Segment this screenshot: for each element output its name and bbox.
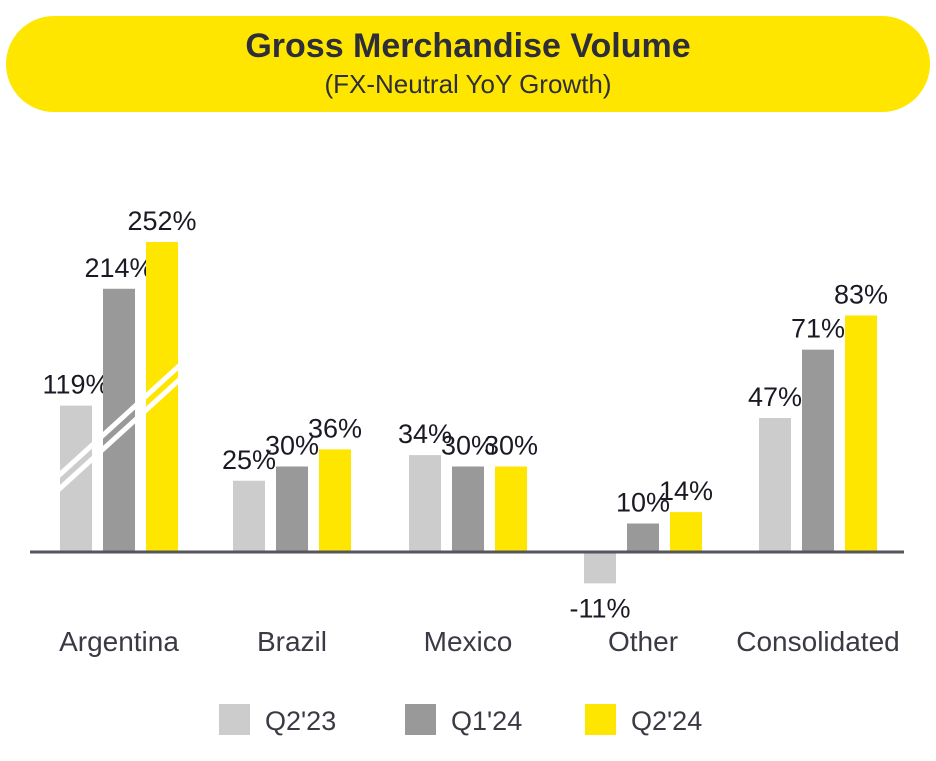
- data-label-brazil-q2-24: 36%: [308, 413, 362, 443]
- data-label-consolidated-q2-24: 83%: [834, 279, 888, 309]
- bar-other-q2-24: [670, 512, 702, 552]
- data-label-other-q2-23: -11%: [569, 593, 630, 623]
- bar-consolidated-q2-24: [845, 315, 877, 552]
- legend-swatch-q2-23: [219, 704, 250, 735]
- data-label-other-q1-24: 10%: [616, 488, 670, 518]
- data-label-mexico-q2-23: 34%: [398, 419, 452, 449]
- category-label-consolidated: Consolidated: [736, 626, 899, 657]
- legend-label-q2-24: Q2'24: [631, 706, 702, 736]
- bar-mexico-q2-24: [495, 466, 527, 552]
- bar-brazil-q1-24: [276, 466, 308, 552]
- data-label-mexico-q1-24: 30%: [441, 431, 495, 461]
- bar-mexico-q2-23: [409, 455, 441, 552]
- bar-argentina-q2-23: [60, 405, 92, 552]
- data-label-brazil-q1-24: 30%: [265, 431, 319, 461]
- category-label-argentina: Argentina: [59, 626, 179, 657]
- bar-brazil-q2-23: [233, 480, 265, 552]
- data-label-argentina-q2-23: 119%: [42, 370, 109, 400]
- data-label-consolidated-q1-24: 71%: [791, 314, 845, 344]
- bar-consolidated-q1-24: [802, 349, 834, 552]
- legend-swatch-q2-24: [585, 704, 616, 735]
- bar-consolidated-q2-23: [759, 418, 791, 552]
- data-label-argentina-q1-24: 214%: [84, 253, 153, 283]
- axis-break-marks: [54, 354, 192, 494]
- chart-title: Gross Merchandise Volume: [245, 27, 691, 65]
- bar-other-q2-23: [584, 552, 616, 584]
- legend-label-q1-24: Q1'24: [451, 706, 522, 736]
- bar-mexico-q1-24: [452, 466, 484, 552]
- axis-break-line: [54, 368, 192, 494]
- data-label-mexico-q2-24: 30%: [484, 431, 538, 461]
- data-label-other-q2-24: 14%: [659, 476, 713, 506]
- legend-label-q2-23: Q2'23: [265, 706, 336, 736]
- axis-break-line: [54, 354, 192, 480]
- category-label-other: Other: [608, 626, 678, 657]
- chart-subtitle: (FX-Neutral YoY Growth): [324, 69, 612, 99]
- category-label-brazil: Brazil: [257, 626, 327, 657]
- legend-swatch-q1-24: [405, 704, 436, 735]
- category-label-mexico: Mexico: [424, 626, 513, 657]
- title-banner: Gross Merchandise Volume (FX-Neutral YoY…: [6, 16, 930, 112]
- bar-other-q1-24: [627, 523, 659, 552]
- data-label-argentina-q2-24: 252%: [127, 206, 196, 236]
- data-label-brazil-q2-23: 25%: [222, 445, 276, 475]
- bar-brazil-q2-24: [319, 449, 351, 552]
- data-label-consolidated-q2-23: 47%: [748, 382, 802, 412]
